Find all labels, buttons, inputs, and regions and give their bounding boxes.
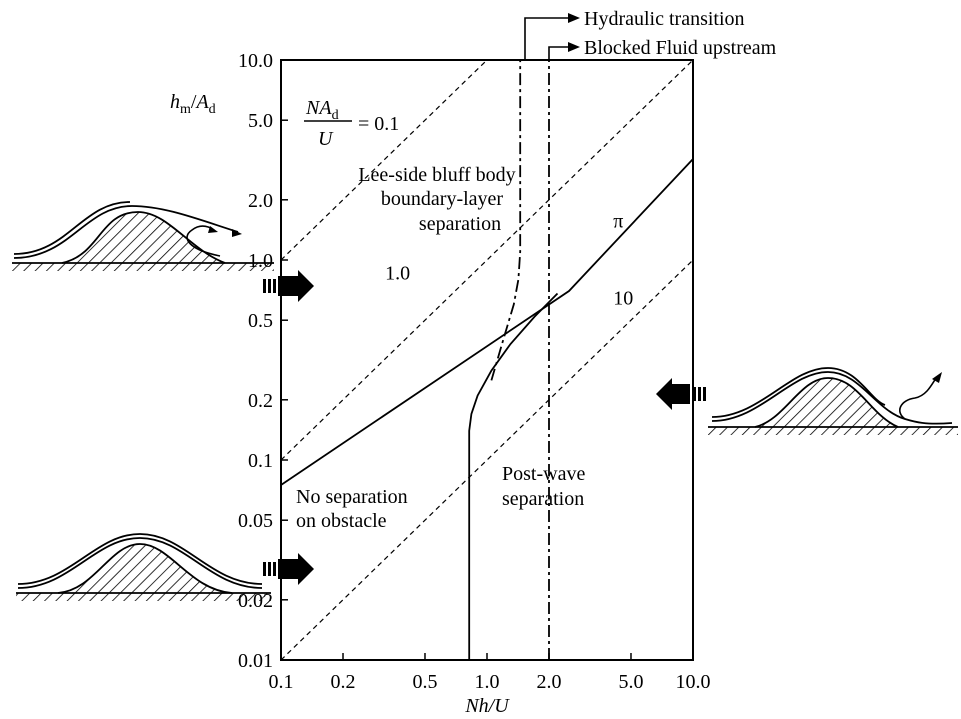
no-separation-label-1: No separation <box>296 486 408 508</box>
series-dashed-2 <box>280 259 694 661</box>
series-solid-4 <box>468 292 559 660</box>
x-tick-label: 10.0 <box>676 671 711 693</box>
ticks-layer: 0.10.20.51.02.05.010.00.010.020.050.10.2… <box>238 50 711 693</box>
lee-side-label-2: boundary-layer <box>381 188 504 210</box>
series-label: π <box>613 211 623 233</box>
y-tick-label: 10.0 <box>238 50 273 72</box>
svg-text:= 0.1: = 0.1 <box>358 113 399 135</box>
no-separation-label-2: on obstacle <box>296 510 387 532</box>
post-wave-label-1: Post-wave <box>502 463 585 485</box>
hill-illustration-no-separation <box>16 533 271 601</box>
series-layer: 1.0 10 π <box>280 59 694 661</box>
parameter-label: NAd U = 0.1 <box>304 97 399 150</box>
series-dashed-0 <box>280 59 488 261</box>
post-wave-label-2: separation <box>502 488 584 510</box>
y-tick-label: 5.0 <box>248 110 273 132</box>
hill-illustration-post-wave-separation <box>708 367 958 435</box>
hill-illustration-lee-separation <box>12 201 274 271</box>
x-tick-label: 0.5 <box>412 671 437 693</box>
x-axis-label: Nh/U <box>464 695 510 717</box>
y-tick-label: 2.0 <box>248 190 273 212</box>
y-axis-label: hm/Ad <box>170 91 216 117</box>
svg-text:NAd: NAd <box>305 97 339 123</box>
series-solid-3 <box>280 158 694 486</box>
series-dashdot-5 <box>490 60 522 381</box>
plot-frame <box>280 59 694 661</box>
y-tick-label: 0.01 <box>238 650 273 672</box>
lee-side-label-3: separation <box>419 213 501 235</box>
series-label: 1.0 <box>385 262 410 284</box>
blocked-fluid-label: Blocked Fluid upstream <box>584 37 777 59</box>
arrow-left-icon <box>656 378 706 410</box>
x-tick-label: 1.0 <box>475 671 500 693</box>
y-tick-label: 0.2 <box>248 390 273 412</box>
series-dashed-1 <box>280 59 694 461</box>
svg-text:U: U <box>318 128 334 150</box>
lee-side-label-1: Lee-side bluff body <box>358 164 515 186</box>
x-tick-label: 5.0 <box>618 671 643 693</box>
top-leaders <box>524 13 580 60</box>
arrow-right-icon <box>263 553 314 585</box>
hydraulic-transition-label: Hydraulic transition <box>584 8 745 30</box>
x-tick-label: 0.1 <box>269 671 294 693</box>
series-label: 10 <box>613 287 633 309</box>
y-tick-label: 0.05 <box>238 510 273 532</box>
arrow-right-icon <box>263 270 314 302</box>
y-tick-label: 0.5 <box>248 310 273 332</box>
x-tick-label: 2.0 <box>537 671 562 693</box>
y-tick-label: 0.1 <box>248 450 273 472</box>
x-tick-label: 0.2 <box>331 671 356 693</box>
